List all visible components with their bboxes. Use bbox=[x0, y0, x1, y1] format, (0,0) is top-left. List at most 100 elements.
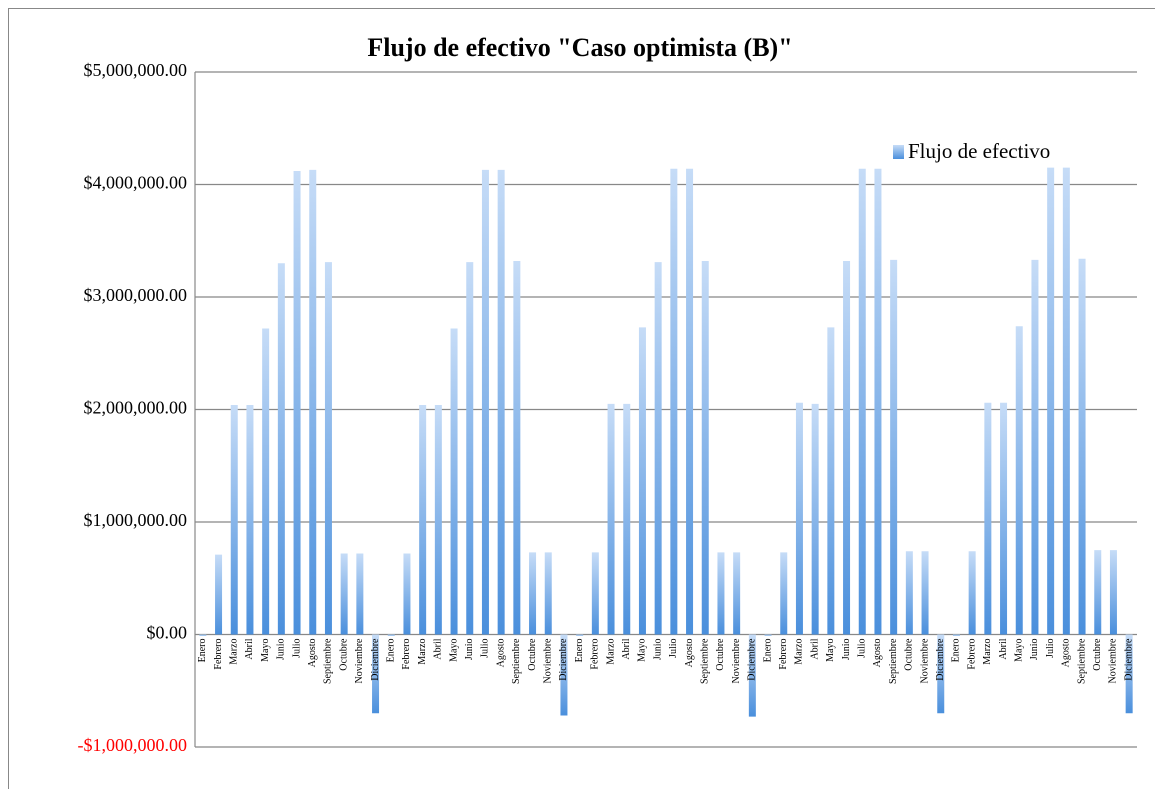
x-tick-label: Junio bbox=[276, 639, 287, 661]
x-tick-label: Enero bbox=[951, 639, 962, 663]
x-tick-label: Abril bbox=[244, 638, 255, 659]
x-tick-label: Junio bbox=[652, 639, 663, 661]
x-tick-label: Febrero bbox=[213, 639, 224, 670]
x-tick-label: Marzo bbox=[229, 639, 240, 665]
bar bbox=[686, 168, 694, 635]
bar bbox=[670, 168, 678, 635]
x-tick-label: Febrero bbox=[590, 639, 601, 670]
x-tick-label: Octubre bbox=[1092, 638, 1103, 671]
x-tick-label: Marzo bbox=[417, 639, 428, 665]
x-tick-label: Agosto bbox=[495, 639, 506, 668]
x-tick-label: Enero bbox=[386, 639, 397, 663]
x-tick-label: Septiembre bbox=[1076, 638, 1087, 684]
bar bbox=[623, 403, 631, 635]
x-tick-label: Octubre bbox=[904, 638, 915, 671]
chart-frame bbox=[8, 8, 1155, 789]
bar bbox=[372, 634, 380, 714]
x-tick-label: Junio bbox=[1029, 639, 1040, 661]
y-tick-label: $3,000,000.00 bbox=[84, 285, 188, 305]
bar bbox=[246, 405, 254, 635]
bar bbox=[780, 552, 788, 635]
legend-label: Flujo de efectivo bbox=[908, 139, 1050, 163]
x-tick-label: Marzo bbox=[794, 639, 805, 665]
bar bbox=[1078, 258, 1086, 635]
bar bbox=[607, 403, 615, 635]
bar bbox=[324, 262, 332, 635]
x-tick-label: Noviembre bbox=[731, 638, 742, 684]
x-tick-label: Abril bbox=[809, 638, 820, 659]
bar bbox=[450, 328, 458, 635]
legend-swatch bbox=[893, 145, 904, 159]
bar bbox=[1047, 167, 1055, 635]
x-tick-label: Agosto bbox=[684, 639, 695, 668]
bar bbox=[937, 634, 945, 714]
x-tick-label: Julio bbox=[857, 639, 868, 658]
bar bbox=[858, 168, 866, 635]
x-tick-label: Noviembre bbox=[543, 638, 554, 684]
bar bbox=[356, 553, 364, 635]
x-tick-label: Diciembre bbox=[747, 638, 758, 681]
bar bbox=[199, 634, 207, 636]
bar bbox=[230, 405, 238, 635]
bar bbox=[1062, 167, 1070, 635]
bar bbox=[497, 169, 505, 635]
bar bbox=[403, 553, 411, 635]
bar bbox=[1109, 550, 1117, 635]
x-tick-label: Noviembre bbox=[1108, 638, 1119, 684]
x-tick-label: Julio bbox=[1045, 639, 1056, 658]
x-tick-label: Octubre bbox=[527, 638, 538, 671]
x-tick-label: Agosto bbox=[872, 639, 883, 668]
y-tick-label: $1,000,000.00 bbox=[84, 510, 188, 530]
x-tick-label: Octubre bbox=[715, 638, 726, 671]
bar bbox=[795, 402, 803, 635]
bar bbox=[513, 261, 521, 635]
x-tick-label: Octubre bbox=[338, 638, 349, 671]
bar bbox=[293, 171, 301, 635]
x-tick-label: Febrero bbox=[778, 639, 789, 670]
x-tick-label: Junio bbox=[841, 639, 852, 661]
bar bbox=[843, 261, 851, 635]
bar bbox=[701, 261, 709, 635]
bar bbox=[262, 328, 270, 635]
bar bbox=[905, 551, 913, 635]
x-tick-label: Septiembre bbox=[700, 638, 711, 684]
x-tick-label: Abril bbox=[621, 638, 632, 659]
x-tick-label: Julio bbox=[291, 639, 302, 658]
bar bbox=[874, 168, 882, 635]
chart-title: Flujo de efectivo "Caso optimista (B)" bbox=[367, 33, 792, 62]
bar bbox=[748, 634, 756, 717]
bar bbox=[968, 551, 976, 635]
x-tick-label: Julio bbox=[668, 639, 679, 658]
bar bbox=[1094, 550, 1102, 635]
x-tick-label: Septiembre bbox=[323, 638, 334, 684]
x-tick-label: Mayo bbox=[448, 639, 459, 662]
x-tick-label: Agosto bbox=[307, 639, 318, 668]
bar bbox=[591, 552, 599, 635]
x-tick-label: Diciembre bbox=[370, 638, 381, 681]
bar bbox=[638, 327, 646, 635]
bar bbox=[419, 405, 427, 635]
bar bbox=[1125, 634, 1133, 714]
y-tick-label: $2,000,000.00 bbox=[84, 398, 188, 418]
bar bbox=[387, 634, 395, 636]
bar bbox=[764, 634, 772, 636]
bar bbox=[654, 262, 662, 635]
bar bbox=[1015, 326, 1023, 635]
bar bbox=[1000, 402, 1008, 635]
bar bbox=[544, 552, 552, 635]
y-tick-label: $0.00 bbox=[147, 623, 188, 643]
y-tick-label: -$1,000,000.00 bbox=[78, 735, 188, 755]
bar bbox=[827, 327, 835, 635]
x-tick-label: Abril bbox=[433, 638, 444, 659]
bar bbox=[481, 169, 489, 635]
x-tick-label: Abril bbox=[998, 638, 1009, 659]
x-tick-label: Febrero bbox=[401, 639, 412, 670]
x-tick-label: Diciembre bbox=[1123, 638, 1134, 681]
x-tick-label: Mayo bbox=[825, 639, 836, 662]
bar bbox=[984, 402, 992, 635]
bar bbox=[576, 634, 584, 636]
x-tick-label: Enero bbox=[197, 639, 208, 663]
x-tick-label: Mayo bbox=[1014, 639, 1025, 662]
bar bbox=[921, 551, 929, 635]
